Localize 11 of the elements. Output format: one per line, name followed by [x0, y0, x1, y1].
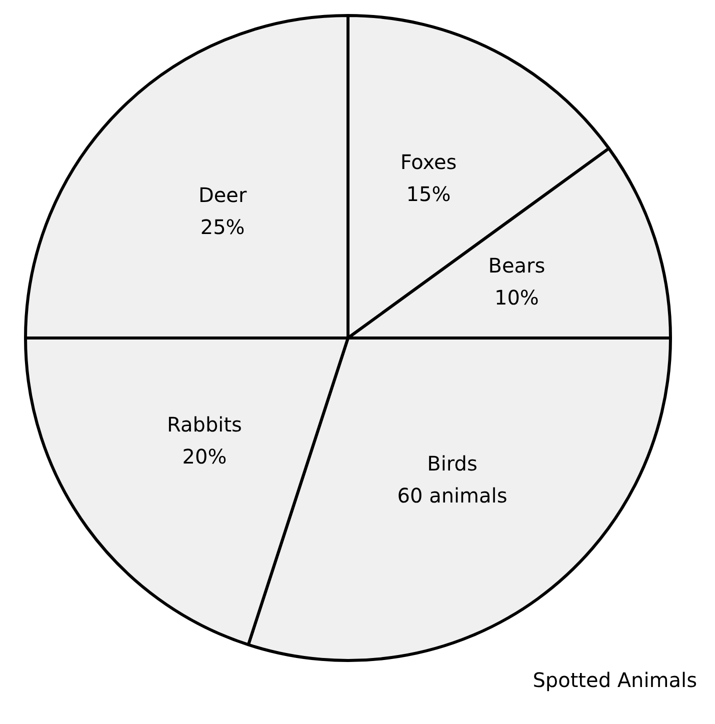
slice-label: Birds — [427, 452, 478, 476]
slice-label: Rabbits — [167, 412, 242, 436]
data-label: 20% — [182, 444, 227, 468]
slice-label: Deer — [198, 182, 248, 207]
slice-label: Foxes — [400, 150, 457, 174]
text: 60 animals — [397, 484, 508, 508]
slice-label: Bears — [488, 253, 546, 278]
text: Spotted Animals — [532, 668, 698, 692]
data-label: 25% — [200, 214, 245, 239]
data-label: 10% — [494, 285, 539, 310]
data-label: 15% — [406, 182, 451, 206]
